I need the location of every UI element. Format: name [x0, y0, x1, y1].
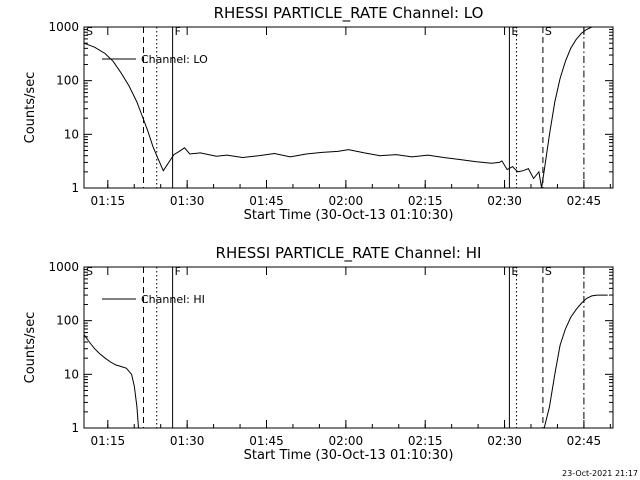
x-tick-label: 01:45	[249, 194, 284, 208]
event-marker-label: S	[86, 25, 93, 38]
chart-hi-channel: RHESSI PARTICLE_RATE Channel: HI 1 10 100 10…	[23, 244, 614, 463]
data-series-line	[543, 294, 608, 429]
data-series-line	[83, 26, 608, 189]
legend-label: Channel: HI	[141, 293, 205, 306]
event-marker-label: F	[175, 25, 181, 38]
x-tick-label: 02:45	[567, 434, 602, 448]
plot-frame	[83, 266, 614, 429]
event-marker-label: F	[175, 265, 181, 278]
y-tick-label: 100	[56, 74, 79, 88]
x-tick-label: 02:30	[487, 434, 522, 448]
generation-timestamp: 23-Oct-2021 21:17	[562, 469, 638, 478]
x-tick-label: 01:30	[170, 194, 205, 208]
chart-lo-channel: RHESSI PARTICLE_RATE Channel: LO 1 10 100 10…	[23, 4, 614, 223]
event-marker-label: E	[511, 25, 518, 38]
x-tick-label: 01:30	[170, 434, 205, 448]
y-tick-label: 100	[56, 314, 79, 328]
x-tick-label: 02:00	[329, 194, 364, 208]
x-tick-label: 02:15	[408, 434, 443, 448]
y-axis-label: Counts/sec	[23, 72, 38, 144]
y-tick-label: 1000	[48, 260, 79, 274]
event-marker-label: S	[545, 25, 552, 38]
x-tick-label: 01:15	[91, 194, 126, 208]
x-tick-label: 02:15	[408, 194, 443, 208]
plot-frame	[83, 26, 614, 189]
x-axis-label: Start Time (30-Oct-13 01:10:30)	[244, 448, 454, 463]
x-tick-label: 02:45	[567, 194, 602, 208]
y-tick-label: 10	[64, 127, 79, 141]
y-tick-label: 10	[64, 367, 79, 381]
event-marker-label: S	[545, 265, 552, 278]
data-series-line	[83, 334, 139, 429]
y-tick-label: 1000	[48, 20, 79, 34]
y-axis-label: Counts/sec	[23, 312, 38, 384]
x-axis-label: Start Time (30-Oct-13 01:10:30)	[244, 208, 454, 223]
x-tick-label: 01:45	[249, 434, 284, 448]
x-tick-label: 02:00	[329, 434, 364, 448]
event-marker-label: S	[86, 265, 93, 278]
chart-title: RHESSI PARTICLE_RATE Channel: HI	[216, 244, 482, 263]
y-tick-label: 1	[71, 421, 79, 435]
chart-title: RHESSI PARTICLE_RATE Channel: LO	[214, 4, 484, 23]
x-tick-label: 01:15	[91, 434, 126, 448]
legend-label: Channel: LO	[141, 53, 208, 66]
y-tick-label: 1	[71, 181, 79, 195]
x-tick-label: 02:30	[487, 194, 522, 208]
event-marker-label: E	[511, 265, 518, 278]
